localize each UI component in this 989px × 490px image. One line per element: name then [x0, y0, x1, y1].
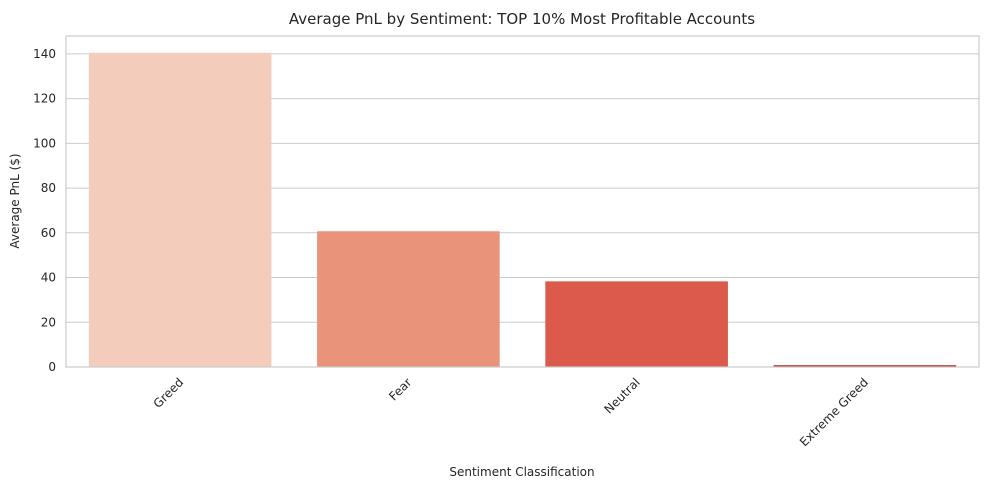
x-tick-label: Greed [151, 375, 187, 411]
x-tick-label: Extreme Greed [797, 375, 871, 449]
y-tick-label: 20 [41, 315, 56, 329]
bar-greed [88, 52, 272, 367]
y-axis-ticks: 0 20 40 60 80 100 120 140 [33, 47, 56, 374]
x-tick-label: Neutral [602, 375, 643, 416]
x-tick-label: Fear [386, 375, 414, 403]
x-axis-ticks: Greed Fear Neutral Extreme Greed [151, 375, 871, 449]
bar-extreme-greed [773, 365, 957, 367]
y-tick-label: 100 [33, 136, 56, 150]
x-axis-label: Sentiment Classification [449, 465, 594, 479]
y-tick-label: 60 [41, 226, 56, 240]
y-tick-label: 0 [48, 360, 56, 374]
y-axis-label: Average PnL ($) [8, 153, 22, 248]
chart-title: Average PnL by Sentiment: TOP 10% Most P… [289, 10, 755, 28]
bars [88, 52, 957, 367]
y-tick-label: 120 [33, 92, 56, 106]
bar-neutral [545, 281, 728, 367]
y-tick-label: 140 [33, 47, 56, 61]
y-tick-label: 80 [41, 181, 56, 195]
bar-fear [317, 231, 500, 367]
y-tick-label: 40 [41, 271, 56, 285]
plot-frame [65, 35, 980, 368]
